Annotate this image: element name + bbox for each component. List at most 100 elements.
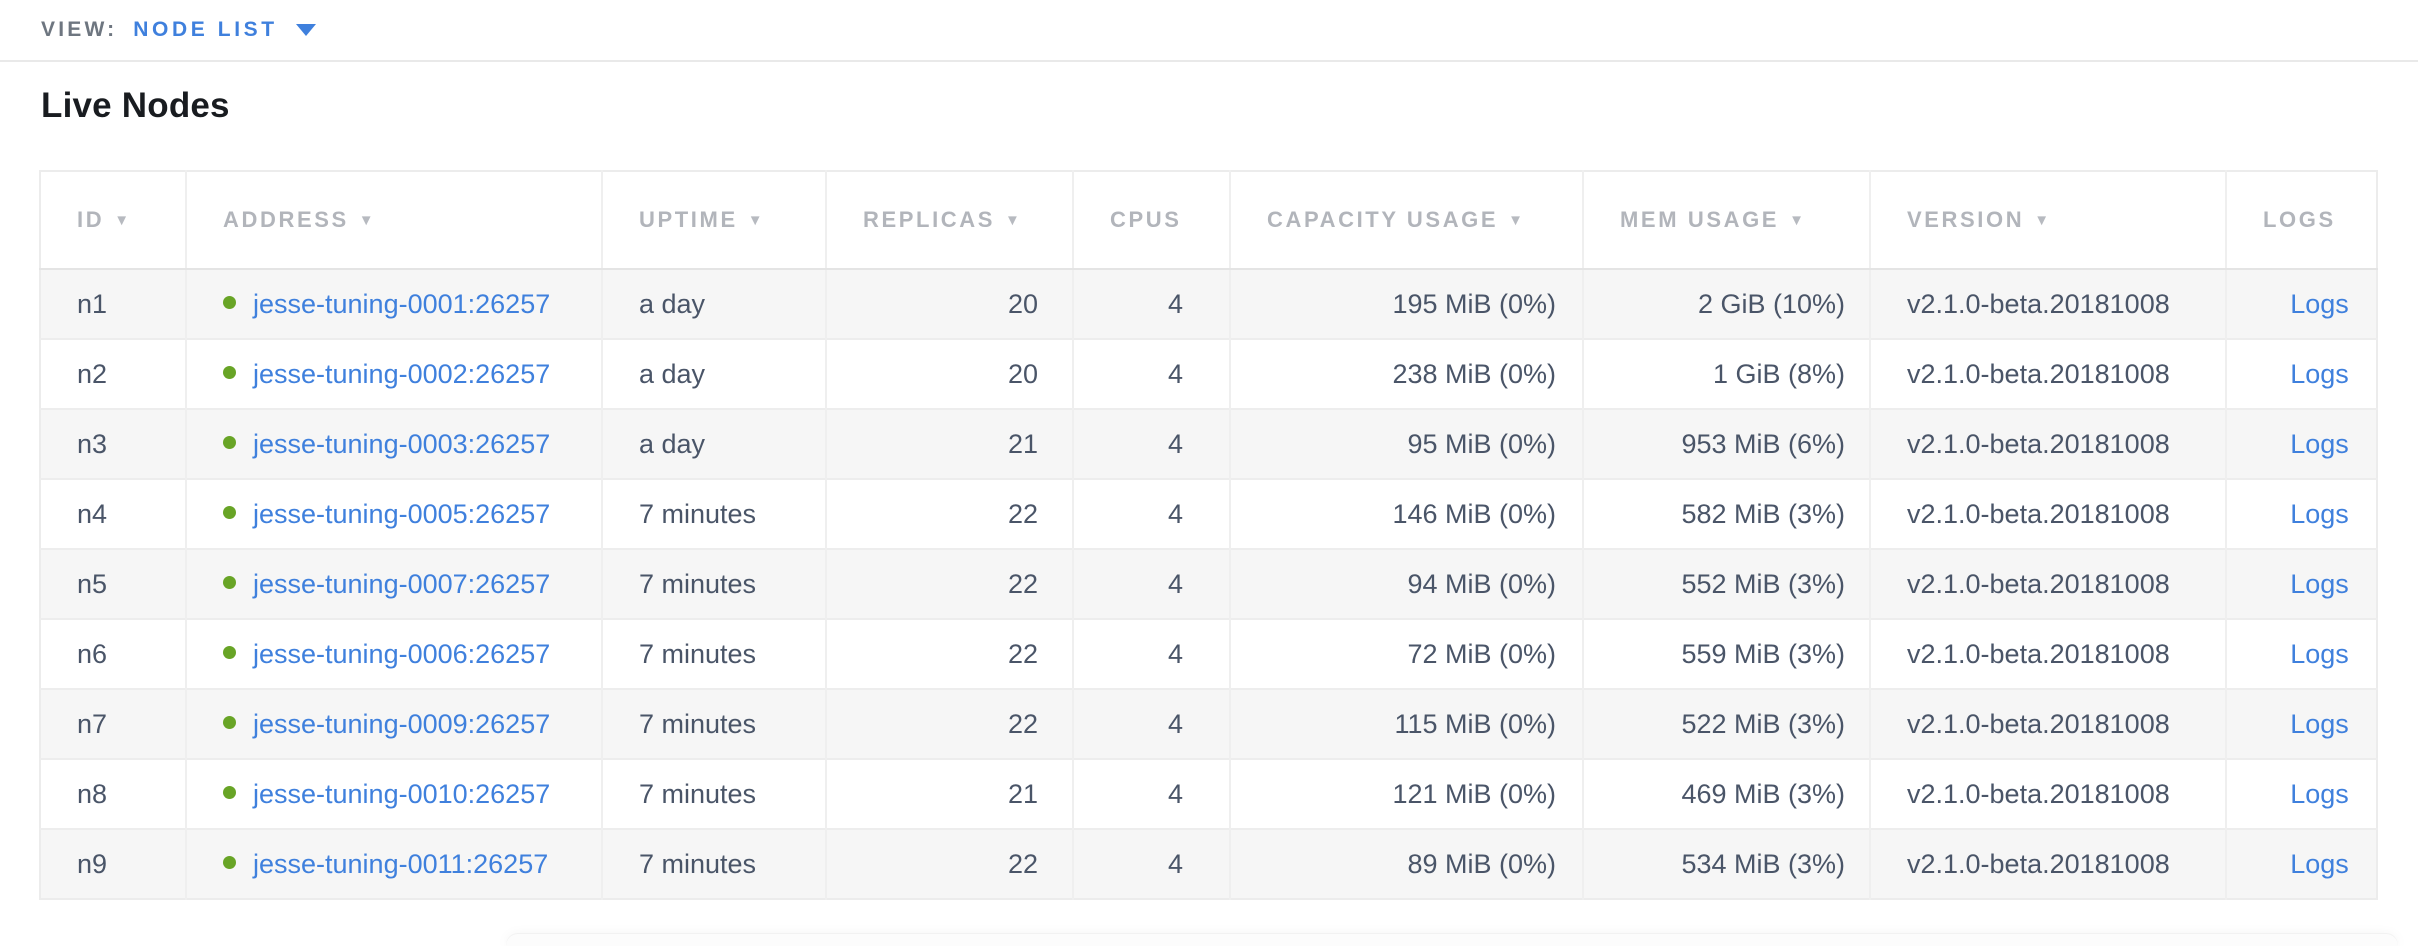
column-header-replicas[interactable]: REPLICAS ▼ [825, 171, 1073, 270]
cell-uptime: 7 minutes [601, 618, 826, 689]
cell-address: jesse-tuning-0011:26257 [185, 828, 602, 899]
cell-uptime: a day [601, 338, 826, 409]
cell-version: v2.1.0-beta.20181008 [1869, 758, 2226, 829]
cell-id: n2 [40, 338, 186, 409]
cell-cpus: 4 [1072, 618, 1230, 689]
cell-id: n4 [40, 478, 186, 549]
logs-link[interactable]: Logs [2290, 778, 2349, 809]
view-selector-dropdown[interactable]: NODE LIST [133, 18, 316, 42]
column-header-mem[interactable]: MEM USAGE ▼ [1582, 171, 1870, 270]
cell-id: n8 [40, 758, 186, 829]
node-live-status-icon [223, 785, 236, 799]
cell-logs: Logs [2225, 758, 2377, 829]
cell-mem: 582 MiB (3%) [1582, 478, 1870, 549]
chevron-down-icon [295, 24, 316, 36]
node-live-status-icon [223, 505, 236, 519]
node-address-link[interactable]: jesse-tuning-0007:26257 [253, 568, 551, 599]
cell-logs: Logs [2225, 269, 2377, 339]
cell-id: n3 [40, 408, 186, 479]
cell-replicas: 22 [825, 618, 1073, 689]
cell-version: v2.1.0-beta.20181008 [1869, 478, 2226, 549]
view-label: VIEW: [41, 18, 118, 41]
cell-mem: 469 MiB (3%) [1582, 758, 1870, 829]
logs-link[interactable]: Logs [2290, 568, 2349, 599]
cell-uptime: 7 minutes [601, 828, 826, 899]
column-header-id[interactable]: ID ▼ [40, 171, 186, 270]
logs-link[interactable]: Logs [2290, 288, 2349, 319]
cell-address: jesse-tuning-0003:26257 [185, 408, 602, 479]
cell-mem: 1 GiB (8%) [1582, 338, 1870, 409]
node-address-link[interactable]: jesse-tuning-0002:26257 [253, 358, 551, 389]
node-address-link[interactable]: jesse-tuning-0011:26257 [253, 848, 549, 879]
table-header-row: ID ▼ ADDRESS ▼ UPTIME ▼ REPLICAS ▼ CPUS CAPACITY … [40, 171, 2377, 270]
node-row-n4: n4 jesse-tuning-0005:26257 7 minutes 22 4 146… [40, 478, 2377, 549]
logs-link[interactable]: Logs [2290, 428, 2349, 459]
cell-address: jesse-tuning-0007:26257 [185, 548, 602, 619]
cell-address: jesse-tuning-0005:26257 [185, 478, 602, 549]
cell-uptime: 7 minutes [601, 688, 826, 759]
column-header-label: LOGS [2263, 207, 2336, 232]
cell-cpus: 4 [1072, 338, 1230, 409]
cell-version: v2.1.0-beta.20181008 [1869, 688, 2226, 759]
cell-replicas: 22 [825, 548, 1073, 619]
node-address-link[interactable]: jesse-tuning-0003:26257 [253, 428, 551, 459]
logs-link[interactable]: Logs [2290, 848, 2349, 879]
cell-mem: 522 MiB (3%) [1582, 688, 1870, 759]
logs-link[interactable]: Logs [2290, 498, 2349, 529]
column-header-uptime[interactable]: UPTIME ▼ [601, 171, 826, 270]
cell-capacity: 94 MiB (0%) [1229, 548, 1583, 619]
cell-version: v2.1.0-beta.20181008 [1869, 408, 2226, 479]
column-header-cpus: CPUS [1072, 171, 1230, 270]
node-live-status-icon [223, 645, 236, 659]
column-header-label: CPUS [1110, 207, 1182, 232]
cell-capacity: 89 MiB (0%) [1229, 828, 1583, 899]
cell-mem: 559 MiB (3%) [1582, 618, 1870, 689]
sort-desc-icon: ▼ [2034, 212, 2052, 229]
column-header-label: MEM USAGE [1620, 207, 1780, 232]
cell-logs: Logs [2225, 618, 2377, 689]
cell-id: n6 [40, 618, 186, 689]
column-header-label: VERSION [1907, 207, 2025, 232]
node-address-link[interactable]: jesse-tuning-0006:26257 [253, 638, 551, 669]
node-live-status-icon [223, 575, 236, 589]
column-header-address[interactable]: ADDRESS ▼ [185, 171, 602, 270]
column-header-capacity[interactable]: CAPACITY USAGE ▼ [1229, 171, 1583, 270]
node-live-status-icon [223, 855, 236, 869]
live-nodes-table-container: ID ▼ ADDRESS ▼ UPTIME ▼ REPLICAS ▼ CPUS CAPACITY … [39, 170, 2418, 900]
logs-link[interactable]: Logs [2290, 638, 2349, 669]
logs-link[interactable]: Logs [2290, 358, 2349, 389]
sort-desc-icon: ▼ [114, 212, 132, 229]
cell-logs: Logs [2225, 478, 2377, 549]
node-row-n1: n1 jesse-tuning-0001:26257 a day 20 4 195 MiB… [40, 269, 2377, 339]
cell-capacity: 72 MiB (0%) [1229, 618, 1583, 689]
sort-desc-icon: ▼ [358, 212, 377, 229]
node-live-status-icon [223, 435, 236, 449]
column-header-version[interactable]: VERSION ▼ [1869, 171, 2226, 270]
logs-link[interactable]: Logs [2290, 708, 2349, 739]
node-address-link[interactable]: jesse-tuning-0001:26257 [253, 288, 551, 319]
cell-address: jesse-tuning-0002:26257 [185, 338, 602, 409]
cell-logs: Logs [2225, 548, 2377, 619]
cell-logs: Logs [2225, 338, 2377, 409]
cell-address: jesse-tuning-0006:26257 [185, 618, 602, 689]
cell-replicas: 20 [825, 269, 1073, 339]
node-row-n8: n8 jesse-tuning-0010:26257 7 minutes 21 4 121… [40, 758, 2377, 829]
cell-mem: 534 MiB (3%) [1582, 828, 1870, 899]
column-header-label: ADDRESS [223, 207, 349, 232]
sort-desc-icon: ▼ [1005, 212, 1023, 229]
node-address-link[interactable]: jesse-tuning-0009:26257 [253, 708, 551, 739]
cell-cpus: 4 [1072, 758, 1230, 829]
cell-cpus: 4 [1072, 828, 1230, 899]
view-bar: VIEW: NODE LIST [0, 0, 2418, 62]
node-address-link[interactable]: jesse-tuning-0010:26257 [253, 778, 551, 809]
cell-id: n1 [40, 269, 186, 339]
node-address-link[interactable]: jesse-tuning-0005:26257 [253, 498, 551, 529]
cell-version: v2.1.0-beta.20181008 [1869, 269, 2226, 339]
cell-version: v2.1.0-beta.20181008 [1869, 338, 2226, 409]
cell-uptime: 7 minutes [601, 548, 826, 619]
node-row-n5: n5 jesse-tuning-0007:26257 7 minutes 22 4 94 … [40, 548, 2377, 619]
view-selected-value[interactable]: NODE LIST [133, 18, 278, 41]
cell-logs: Logs [2225, 688, 2377, 759]
cell-uptime: a day [601, 408, 826, 479]
